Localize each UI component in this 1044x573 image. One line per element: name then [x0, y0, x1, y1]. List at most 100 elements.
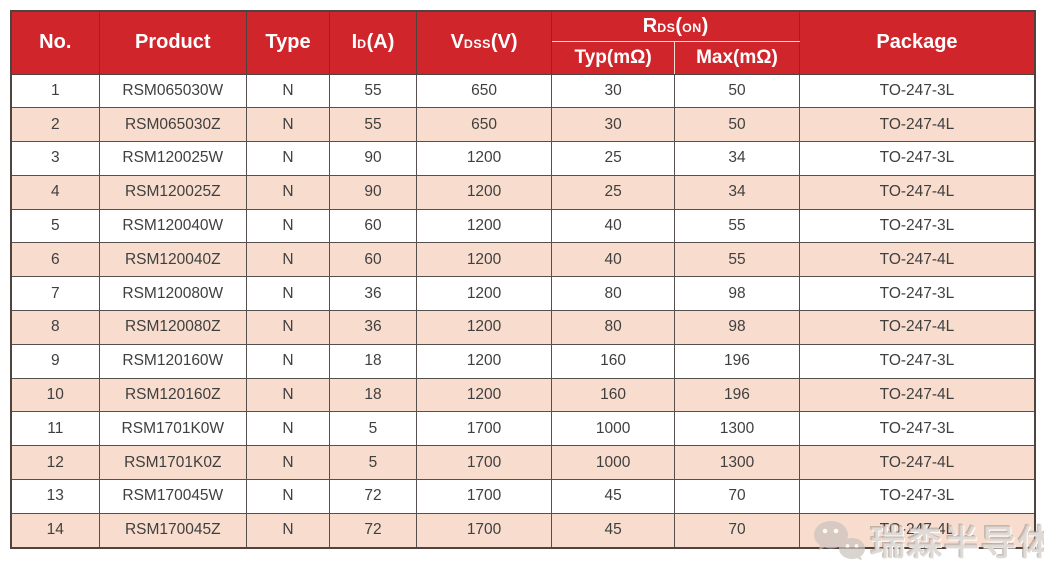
cell-product: RSM120025Z — [98, 174, 248, 210]
cell-type: N — [246, 174, 330, 210]
cell-type: N — [246, 512, 330, 549]
cell-id: 36 — [328, 310, 417, 345]
cell-rds-typ: 30 — [551, 107, 676, 143]
cell-no: 1 — [10, 73, 100, 109]
table-row: 6 RSM120040Z N 60 1200 40 55 TO-247-4L — [10, 242, 1036, 278]
cell-type: N — [246, 107, 330, 143]
table-row: 11 RSM1701K0W N 5 1700 1000 1300 TO-247-… — [10, 411, 1036, 447]
col-header-rds: RDS(ON) — [551, 10, 800, 42]
id-subscript: D — [357, 37, 367, 52]
cell-no: 11 — [10, 411, 100, 447]
cell-rds-max: 196 — [674, 343, 800, 379]
cell-product: RSM120160W — [98, 343, 248, 379]
cell-rds-max: 70 — [674, 479, 800, 514]
table-row: 2 RSM065030Z N 55 650 30 50 TO-247-4L — [10, 107, 1036, 143]
cell-product: RSM1701K0W — [98, 411, 248, 447]
vdss-symbol: V — [450, 31, 464, 54]
cell-rds-max: 70 — [674, 512, 800, 549]
cell-product: RSM170045W — [98, 479, 248, 514]
cell-vdss: 1200 — [415, 343, 553, 379]
col-header-no: No. — [10, 10, 100, 75]
cell-vdss: 1700 — [415, 445, 553, 481]
vdss-unit: (V) — [490, 31, 518, 54]
cell-id: 55 — [328, 107, 417, 143]
cell-no: 5 — [10, 208, 100, 244]
cell-package: TO-247-4L — [798, 107, 1036, 143]
rds-symbol: R — [642, 14, 658, 37]
table-header: No. Product Type ID(A) VDSS(V) RDS(ON) P… — [10, 10, 1036, 75]
cell-package: TO-247-3L — [798, 141, 1036, 176]
cell-vdss: 650 — [415, 107, 553, 143]
table-row: 14 RSM170045Z N 72 1700 45 70 TO-247-4L — [10, 512, 1036, 549]
cell-rds-max: 98 — [674, 310, 800, 345]
cell-id: 36 — [328, 276, 417, 312]
cell-vdss: 1700 — [415, 512, 553, 549]
table-row: 12 RSM1701K0Z N 5 1700 1000 1300 TO-247-… — [10, 445, 1036, 481]
col-header-package: Package — [798, 10, 1036, 75]
cell-package: TO-247-4L — [798, 242, 1036, 278]
cell-rds-max: 55 — [674, 208, 800, 244]
cell-package: TO-247-4L — [798, 377, 1036, 413]
cell-rds-max: 50 — [674, 107, 800, 143]
table-row: 10 RSM120160Z N 18 1200 160 196 TO-247-4… — [10, 377, 1036, 413]
cell-package: TO-247-4L — [798, 174, 1036, 210]
cell-rds-max: 196 — [674, 377, 800, 413]
cell-type: N — [246, 208, 330, 244]
cell-no: 12 — [10, 445, 100, 481]
rds-paren-close: ) — [701, 14, 709, 37]
cell-vdss: 1700 — [415, 411, 553, 447]
cell-package: TO-247-3L — [798, 343, 1036, 379]
cell-rds-typ: 1000 — [551, 411, 676, 447]
id-unit: (A) — [366, 31, 395, 54]
table-row: 9 RSM120160W N 18 1200 160 196 TO-247-3L — [10, 343, 1036, 379]
col-header-product: Product — [98, 10, 248, 75]
cell-product: RSM120080Z — [98, 310, 248, 345]
rds-paren-open: ( — [675, 14, 683, 37]
cell-no: 14 — [10, 512, 100, 549]
table-row: 3 RSM120025W N 90 1200 25 34 TO-247-3L — [10, 141, 1036, 176]
table-row: 1 RSM065030W N 55 650 30 50 TO-247-3L — [10, 73, 1036, 109]
cell-rds-max: 98 — [674, 276, 800, 312]
cell-vdss: 1200 — [415, 377, 553, 413]
cell-no: 2 — [10, 107, 100, 143]
cell-id: 60 — [328, 208, 417, 244]
cell-id: 72 — [328, 512, 417, 549]
product-spec-table: No. Product Type ID(A) VDSS(V) RDS(ON) P… — [10, 10, 1036, 549]
cell-product: RSM120025W — [98, 141, 248, 176]
cell-vdss: 1200 — [415, 310, 553, 345]
cell-vdss: 1700 — [415, 479, 553, 514]
cell-rds-typ: 25 — [551, 141, 676, 176]
cell-rds-max: 50 — [674, 73, 800, 109]
id-symbol: I — [351, 31, 358, 54]
cell-product: RSM120080W — [98, 276, 248, 312]
cell-package: TO-247-3L — [798, 208, 1036, 244]
cell-vdss: 1200 — [415, 141, 553, 176]
cell-type: N — [246, 73, 330, 109]
cell-type: N — [246, 479, 330, 514]
cell-rds-max: 34 — [674, 141, 800, 176]
cell-type: N — [246, 276, 330, 312]
cell-no: 4 — [10, 174, 100, 210]
cell-rds-max: 1300 — [674, 411, 800, 447]
cell-rds-typ: 45 — [551, 512, 676, 549]
cell-id: 72 — [328, 479, 417, 514]
cell-id: 18 — [328, 343, 417, 379]
cell-package: TO-247-3L — [798, 73, 1036, 109]
cell-id: 18 — [328, 377, 417, 413]
col-header-vdss: VDSS(V) — [415, 10, 553, 75]
cell-vdss: 1200 — [415, 276, 553, 312]
cell-type: N — [246, 141, 330, 176]
cell-vdss: 1200 — [415, 242, 553, 278]
cell-rds-typ: 40 — [551, 242, 676, 278]
cell-package: TO-247-4L — [798, 512, 1036, 549]
cell-product: RSM065030Z — [98, 107, 248, 143]
cell-rds-typ: 80 — [551, 310, 676, 345]
cell-type: N — [246, 310, 330, 345]
col-header-max: Max(mΩ) — [674, 40, 800, 75]
cell-no: 3 — [10, 141, 100, 176]
col-header-typ: Typ(mΩ) — [551, 40, 676, 75]
cell-rds-typ: 160 — [551, 377, 676, 413]
cell-package: TO-247-3L — [798, 479, 1036, 514]
cell-rds-typ: 30 — [551, 73, 676, 109]
